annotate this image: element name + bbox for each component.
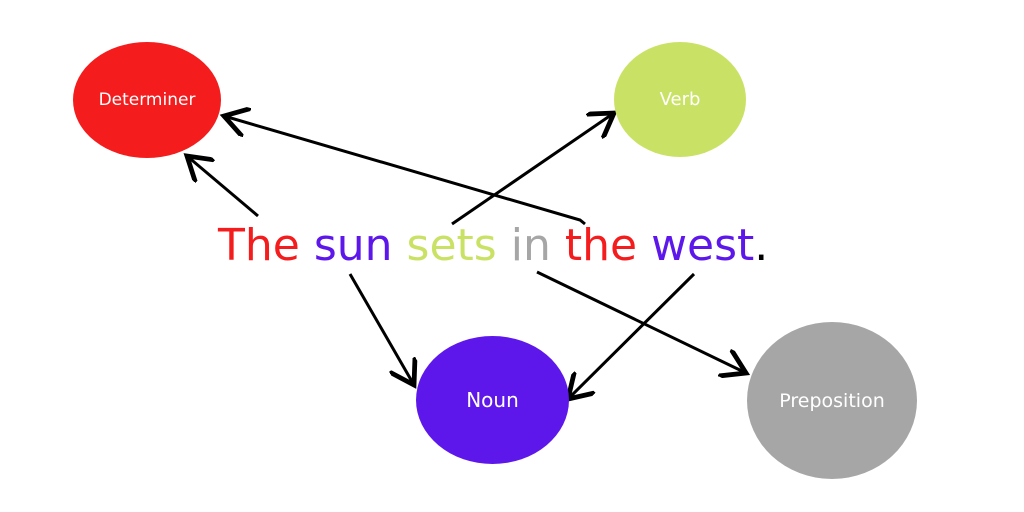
word-space [300,220,314,271]
word-space [393,220,407,271]
example-sentence: The sun sets in the west. [218,218,768,274]
verb-label: Verb [659,89,701,110]
arrow-west-to-noun [568,272,696,399]
arrow-the-lowercase-to-determiner [224,116,586,226]
arrow-sets-to-verb [451,113,614,226]
word-space [637,220,651,271]
word-sets: sets [406,220,497,271]
word-space [497,220,511,271]
arrow-in-to-preposition [536,270,746,373]
determiner-label: Determiner [98,90,196,110]
preposition-label: Preposition [779,389,885,412]
period: . [754,220,769,271]
word-space [551,220,565,271]
preposition-node: Preposition [747,322,917,479]
word-the-lowercase: the [564,220,638,271]
word-in: in [510,220,551,271]
noun-label: Noun [466,388,519,412]
arrow-sun-to-noun [348,273,414,385]
arrow-the-to-determiner [187,156,259,218]
word-the: The [218,220,300,271]
word-sun: sun [313,220,393,271]
determiner-node: Determiner [73,42,221,158]
word-west: west [651,220,755,271]
noun-node: Noun [416,336,569,464]
verb-node: Verb [614,42,746,157]
